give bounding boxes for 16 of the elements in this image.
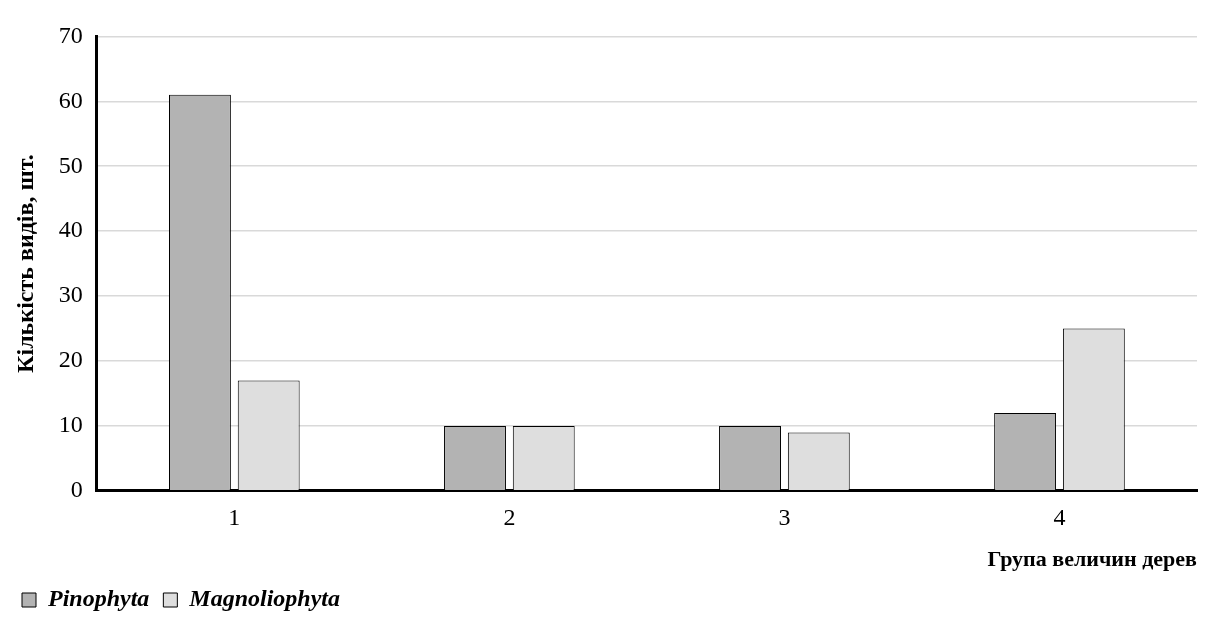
- y-tick-label: 0: [70, 476, 83, 503]
- y-tick-label: 10: [58, 411, 83, 438]
- x-tick-label: 2: [503, 504, 516, 531]
- x-tick-label: 3: [778, 504, 791, 531]
- legend-label: Magnoliophyta: [188, 585, 341, 612]
- x-axis-title: Група величин дерев: [987, 546, 1198, 572]
- x-tick-label: 1: [228, 504, 241, 531]
- y-tick-label: 20: [58, 346, 83, 373]
- legend-label: Pinophyta: [47, 585, 150, 612]
- y-axis-title: Кількість видів, шт.: [11, 154, 38, 373]
- x-tick-label: 4: [1053, 504, 1066, 531]
- y-tick-label: 40: [58, 216, 83, 243]
- y-tick-label: 50: [58, 151, 83, 178]
- y-tick-label: 60: [58, 86, 83, 113]
- y-tick-label: 30: [58, 281, 83, 308]
- y-tick-label: 70: [58, 21, 83, 48]
